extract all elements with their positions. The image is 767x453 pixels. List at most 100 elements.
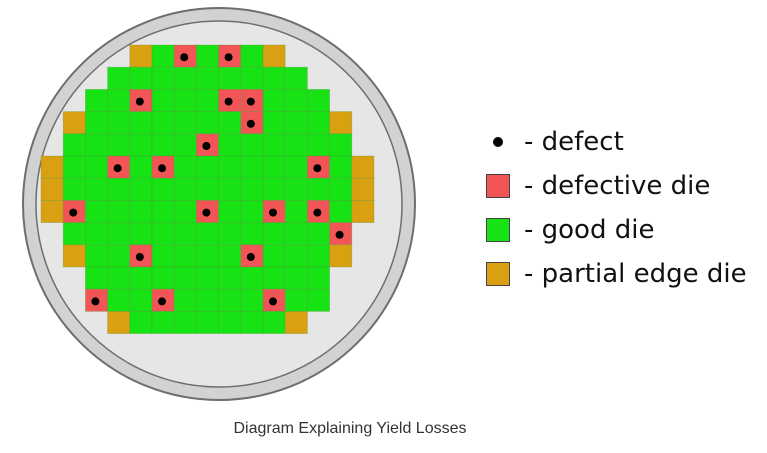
defect-dot	[158, 297, 166, 306]
figure-caption: Diagram Explaining Yield Losses	[233, 420, 467, 437]
partial-edge-die	[351, 155, 375, 179]
good-die	[129, 66, 153, 90]
good-die	[195, 310, 219, 334]
good-die	[306, 133, 330, 157]
good-die	[85, 244, 109, 268]
good-die	[85, 177, 109, 201]
good-die	[195, 222, 219, 246]
good-die	[129, 266, 153, 290]
good-die	[151, 266, 175, 290]
partial-edge-die	[329, 244, 353, 268]
defect-dot	[91, 297, 100, 306]
good-die	[218, 111, 242, 135]
legend-label-defect: - defect	[524, 127, 624, 157]
defect-dot	[113, 164, 122, 173]
good-die	[240, 266, 264, 290]
good-die	[262, 244, 286, 268]
defect-dot	[135, 253, 144, 261]
good-die	[62, 155, 86, 179]
defective-die-swatch-icon	[486, 174, 510, 198]
good-die	[129, 310, 153, 334]
good-die	[240, 155, 264, 179]
partial-edge-die	[40, 199, 64, 223]
partial-edge-die	[40, 177, 64, 201]
die-grid	[40, 44, 375, 334]
defect-dot	[158, 164, 166, 173]
good-die	[218, 199, 242, 223]
good-die	[240, 288, 264, 312]
good-die	[284, 155, 308, 179]
good-die	[240, 310, 264, 334]
good-die	[262, 111, 286, 135]
good-die	[62, 133, 86, 157]
good-die	[107, 266, 131, 290]
good-die	[306, 89, 330, 113]
wafer-diagram	[22, 7, 416, 401]
good-die	[195, 177, 219, 201]
good-die	[240, 199, 264, 223]
good-die	[262, 89, 286, 113]
good-die	[151, 222, 175, 246]
good-die	[329, 199, 353, 223]
good-die	[306, 266, 330, 290]
good-die	[85, 222, 109, 246]
good-die	[195, 111, 219, 135]
defect-dot	[269, 208, 277, 217]
defect-layer	[69, 53, 344, 306]
good-die	[329, 133, 353, 157]
good-die	[195, 89, 219, 113]
good-die	[284, 133, 308, 157]
good-die	[173, 199, 197, 223]
good-die-swatch-icon	[486, 218, 510, 242]
good-die	[173, 89, 197, 113]
good-die	[284, 177, 308, 201]
defect-dot	[246, 119, 255, 128]
legend: - defect - defective die - good die - pa…	[486, 120, 756, 296]
good-die	[151, 111, 175, 135]
legend-item-defect: - defect	[486, 120, 756, 164]
partial-edge-die	[107, 310, 131, 334]
good-die	[195, 288, 219, 312]
good-die	[195, 244, 219, 268]
good-die	[107, 133, 131, 157]
defect-dot	[180, 53, 189, 62]
good-die	[85, 89, 109, 113]
good-die	[262, 222, 286, 246]
good-die	[240, 177, 264, 201]
legend-label-partial-edge-die: - partial edge die	[524, 259, 747, 289]
defect-dot	[246, 97, 255, 106]
good-die	[218, 66, 242, 90]
defect-dot	[69, 208, 78, 217]
good-die	[151, 244, 175, 268]
legend-label-defective-die: - defective die	[524, 171, 711, 201]
good-die	[284, 266, 308, 290]
good-die	[129, 288, 153, 312]
good-die	[107, 199, 131, 223]
good-die	[129, 222, 153, 246]
good-die	[85, 111, 109, 135]
good-die	[151, 66, 175, 90]
good-die	[173, 288, 197, 312]
good-die	[173, 244, 197, 268]
good-die	[240, 222, 264, 246]
good-die	[284, 244, 308, 268]
good-die	[173, 111, 197, 135]
good-die	[151, 44, 175, 68]
defect-dot	[313, 164, 322, 173]
good-die	[173, 155, 197, 179]
good-die	[306, 111, 330, 135]
good-die	[284, 288, 308, 312]
good-die	[329, 177, 353, 201]
good-die	[107, 89, 131, 113]
good-die	[107, 66, 131, 90]
partial-edge-die	[284, 310, 308, 334]
partial-edge-die	[351, 177, 375, 201]
defect-dot	[313, 208, 322, 217]
good-die	[107, 244, 131, 268]
good-die	[218, 310, 242, 334]
good-die	[151, 199, 175, 223]
good-die	[85, 266, 109, 290]
good-die	[195, 266, 219, 290]
good-die	[306, 288, 330, 312]
good-die	[129, 199, 153, 223]
